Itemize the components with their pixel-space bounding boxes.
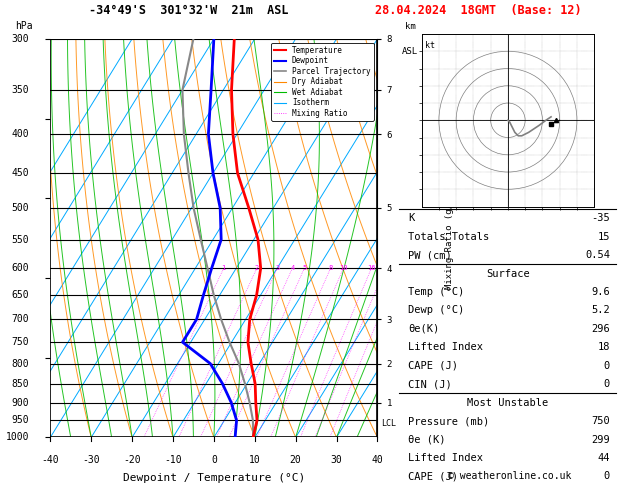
Text: kt: kt: [425, 41, 435, 50]
Text: 750: 750: [591, 416, 610, 426]
Text: 296: 296: [591, 324, 610, 334]
Text: ASL: ASL: [402, 47, 418, 56]
Text: Mixing Ratio (g/kg): Mixing Ratio (g/kg): [445, 187, 454, 289]
Text: θe (K): θe (K): [408, 434, 445, 445]
Text: 28.04.2024  18GMT  (Base: 12): 28.04.2024 18GMT (Base: 12): [375, 4, 581, 17]
Text: 10: 10: [249, 455, 260, 465]
Text: 0.54: 0.54: [585, 250, 610, 260]
Text: 650: 650: [11, 290, 29, 300]
Text: LCL: LCL: [381, 419, 396, 428]
Text: 20: 20: [290, 455, 301, 465]
Text: 0: 0: [211, 455, 217, 465]
Text: 3: 3: [275, 265, 279, 271]
Text: -40: -40: [42, 455, 59, 465]
Text: PW (cm): PW (cm): [408, 250, 452, 260]
Text: 300: 300: [11, 34, 29, 44]
Text: 0: 0: [604, 379, 610, 389]
Text: 9.6: 9.6: [591, 287, 610, 297]
Text: θe(K): θe(K): [408, 324, 439, 334]
Text: Dewpoint / Temperature (°C): Dewpoint / Temperature (°C): [123, 473, 305, 483]
Text: 2: 2: [255, 265, 259, 271]
Text: 44: 44: [598, 453, 610, 463]
Text: 4: 4: [290, 265, 294, 271]
Text: 30: 30: [331, 455, 342, 465]
Text: 0: 0: [604, 361, 610, 371]
Text: © weatheronline.co.uk: © weatheronline.co.uk: [448, 471, 571, 481]
Text: 10: 10: [339, 265, 348, 271]
Text: 850: 850: [11, 379, 29, 389]
Text: 1: 1: [221, 265, 226, 271]
Text: -34°49'S  301°32'W  21m  ASL: -34°49'S 301°32'W 21m ASL: [89, 4, 289, 17]
Text: K: K: [408, 213, 415, 223]
Text: 500: 500: [11, 203, 29, 213]
Text: 700: 700: [11, 314, 29, 324]
Text: 750: 750: [11, 337, 29, 347]
Text: Temp (°C): Temp (°C): [408, 287, 464, 297]
Text: 550: 550: [11, 235, 29, 244]
Text: CAPE (J): CAPE (J): [408, 361, 458, 371]
Text: 350: 350: [11, 85, 29, 95]
Text: 0: 0: [604, 471, 610, 482]
Text: 18: 18: [598, 342, 610, 352]
Text: 40: 40: [372, 455, 383, 465]
Text: hPa: hPa: [15, 21, 33, 31]
Text: CAPE (J): CAPE (J): [408, 471, 458, 482]
Text: 600: 600: [11, 263, 29, 273]
Text: 400: 400: [11, 129, 29, 139]
Text: -30: -30: [82, 455, 100, 465]
Text: 5: 5: [302, 265, 306, 271]
Legend: Temperature, Dewpoint, Parcel Trajectory, Dry Adiabat, Wet Adiabat, Isotherm, Mi: Temperature, Dewpoint, Parcel Trajectory…: [271, 43, 374, 121]
Text: Lifted Index: Lifted Index: [408, 342, 483, 352]
Text: Pressure (mb): Pressure (mb): [408, 416, 489, 426]
Text: Most Unstable: Most Unstable: [467, 398, 548, 408]
Text: 15: 15: [598, 232, 610, 242]
Text: -10: -10: [164, 455, 182, 465]
Text: 900: 900: [11, 398, 29, 408]
Text: -20: -20: [123, 455, 141, 465]
Text: 5.2: 5.2: [591, 305, 610, 315]
Text: Surface: Surface: [486, 269, 530, 278]
Text: Dewp (°C): Dewp (°C): [408, 305, 464, 315]
Text: 450: 450: [11, 168, 29, 178]
Text: Totals Totals: Totals Totals: [408, 232, 489, 242]
Text: 950: 950: [11, 416, 29, 425]
Text: -35: -35: [591, 213, 610, 223]
Text: Lifted Index: Lifted Index: [408, 453, 483, 463]
Text: 800: 800: [11, 359, 29, 368]
Text: 16: 16: [367, 265, 376, 271]
Text: 299: 299: [591, 434, 610, 445]
Text: 1000: 1000: [6, 433, 29, 442]
Text: km: km: [404, 22, 416, 31]
Text: 8: 8: [328, 265, 333, 271]
Text: CIN (J): CIN (J): [408, 379, 452, 389]
